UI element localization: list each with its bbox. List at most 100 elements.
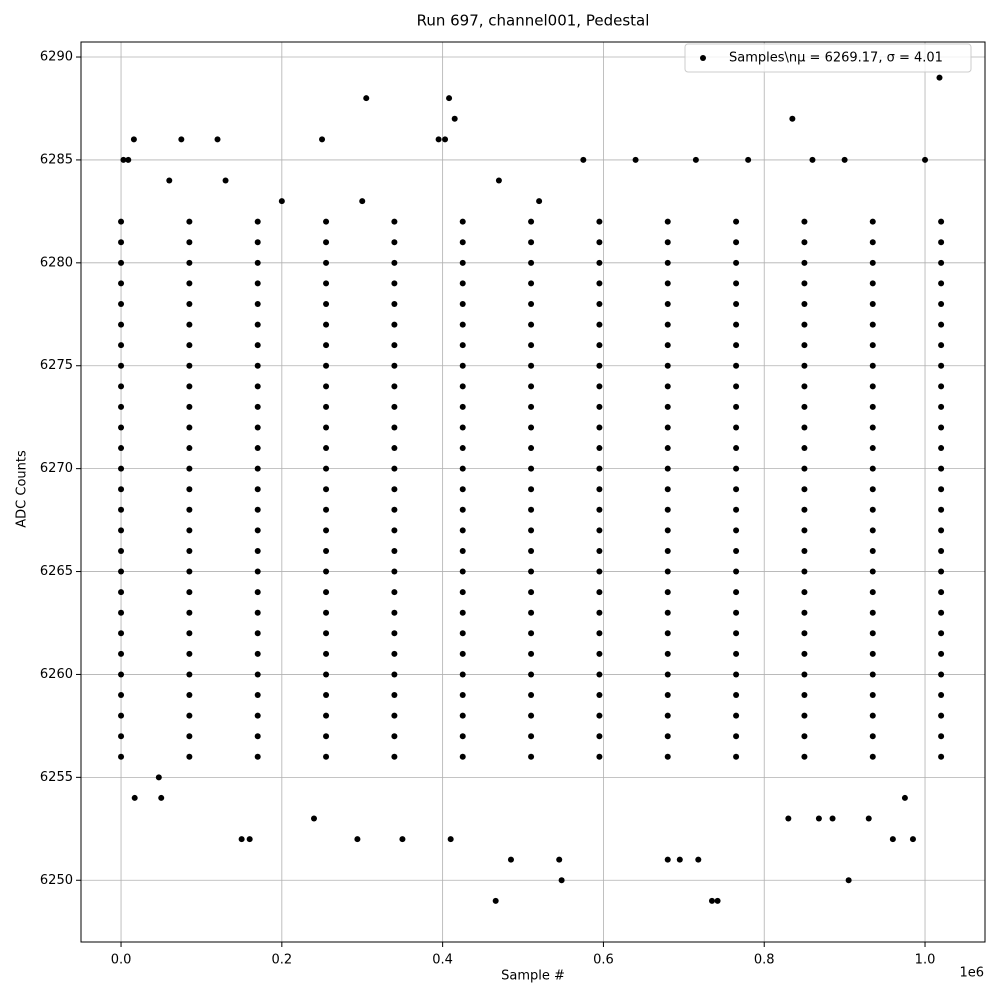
point (596, 218, 603, 225)
point (869, 506, 876, 513)
point (528, 609, 535, 616)
point (664, 445, 671, 452)
point (323, 589, 330, 596)
point (323, 506, 330, 513)
point (938, 445, 945, 452)
point (664, 424, 671, 431)
point (692, 156, 699, 163)
point (869, 733, 876, 740)
point (869, 362, 876, 369)
point (459, 630, 466, 637)
point (938, 671, 945, 678)
point (869, 712, 876, 719)
point (801, 424, 808, 431)
point (528, 671, 535, 678)
point (596, 445, 603, 452)
point (459, 547, 466, 554)
point (391, 362, 398, 369)
point (507, 856, 514, 863)
point (186, 259, 193, 266)
point (118, 630, 125, 637)
point (118, 609, 125, 616)
point (664, 280, 671, 287)
point (528, 486, 535, 493)
x-tick-label: 0.0 (111, 953, 132, 968)
point (596, 630, 603, 637)
point (459, 733, 466, 740)
point (391, 753, 398, 760)
point (323, 259, 330, 266)
chart-title: Run 697, channel001, Pedestal (417, 12, 650, 30)
point (323, 280, 330, 287)
point (938, 239, 945, 246)
legend-marker (700, 55, 706, 61)
point (664, 383, 671, 390)
point (186, 547, 193, 554)
point (528, 280, 535, 287)
point (254, 712, 261, 719)
point (323, 527, 330, 534)
point (399, 836, 406, 843)
point (391, 630, 398, 637)
y-tick-label: 6260 (40, 667, 73, 682)
point (186, 589, 193, 596)
point (869, 218, 876, 225)
point (596, 650, 603, 657)
point (528, 445, 535, 452)
point (596, 609, 603, 616)
point (528, 383, 535, 390)
point (708, 897, 715, 904)
point (323, 239, 330, 246)
point (319, 136, 326, 143)
point (186, 712, 193, 719)
point (166, 177, 173, 184)
point (459, 692, 466, 699)
point (391, 342, 398, 349)
point (695, 856, 702, 863)
point (664, 486, 671, 493)
point (278, 198, 285, 205)
point (815, 815, 822, 822)
point (938, 342, 945, 349)
point (254, 218, 261, 225)
point (118, 733, 125, 740)
x-offset-label: 1e6 (959, 966, 984, 981)
point (938, 609, 945, 616)
point (459, 753, 466, 760)
point (391, 218, 398, 225)
point (186, 753, 193, 760)
point (186, 465, 193, 472)
point (733, 527, 740, 534)
point (733, 218, 740, 225)
point (733, 712, 740, 719)
point (938, 692, 945, 699)
point (323, 424, 330, 431)
point (938, 424, 945, 431)
point (459, 712, 466, 719)
point (596, 486, 603, 493)
point (528, 259, 535, 266)
point (118, 259, 125, 266)
point (391, 527, 398, 534)
point (801, 671, 808, 678)
point (492, 897, 499, 904)
point (254, 527, 261, 534)
point (938, 527, 945, 534)
point (391, 424, 398, 431)
point (254, 692, 261, 699)
point (528, 650, 535, 657)
point (186, 630, 193, 637)
point (459, 362, 466, 369)
point (391, 486, 398, 493)
point (254, 280, 261, 287)
point (118, 321, 125, 328)
point (801, 568, 808, 575)
point (733, 465, 740, 472)
point (789, 115, 796, 122)
point (254, 445, 261, 452)
point (869, 568, 876, 575)
point (459, 609, 466, 616)
point (391, 712, 398, 719)
y-tick-label: 6270 (40, 461, 73, 476)
